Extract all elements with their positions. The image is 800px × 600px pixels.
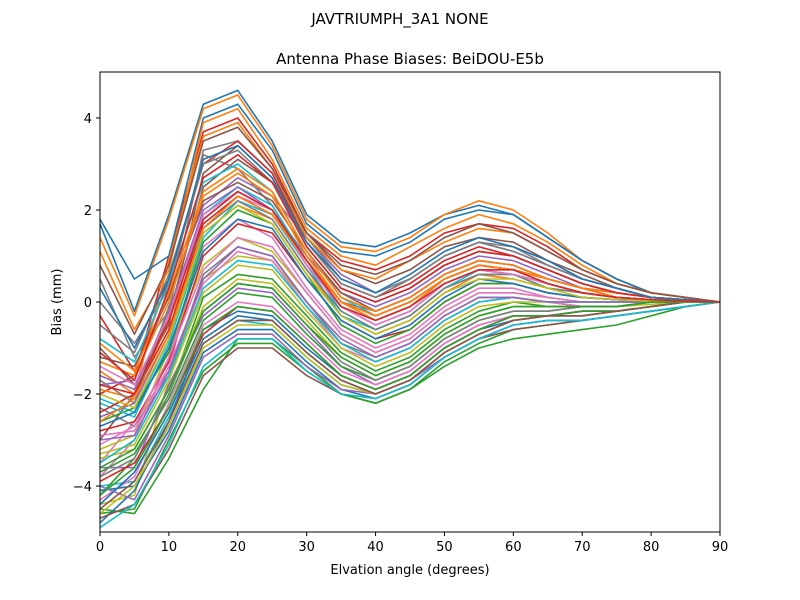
x-tick-label: 40: [367, 540, 384, 555]
series-line-63: [100, 282, 720, 469]
x-tick-label: 80: [643, 540, 660, 555]
series-line-54: [100, 154, 720, 382]
figure-suptitle: JAVTRIUMPH_3A1 NONE: [310, 10, 488, 29]
series-line-60: [100, 301, 720, 529]
x-tick-label: 20: [230, 540, 247, 555]
x-tick-label: 90: [712, 540, 729, 555]
y-tick-label: 4: [84, 112, 92, 127]
series-line-55: [100, 246, 720, 441]
series-line-61: [100, 144, 720, 349]
x-tick-label: 50: [436, 540, 453, 555]
x-axis: 0 10 20 30 40 50 60 70 80 90: [96, 532, 728, 555]
y-tick-label: −2: [73, 388, 92, 403]
x-axis-label: Elvation angle (degrees): [330, 563, 489, 578]
y-axis: −4 −2 0 2 4: [73, 112, 100, 495]
x-tick-label: 60: [505, 540, 522, 555]
series-line-64: [100, 190, 720, 395]
x-tick-label: 10: [161, 540, 178, 555]
series-layer: [100, 89, 720, 529]
chart-title: Antenna Phase Biases: BeiDOU-E5b: [276, 50, 544, 68]
y-tick-label: −4: [73, 480, 92, 495]
plot-area: [99, 71, 721, 533]
y-tick-label: 0: [84, 296, 92, 311]
y-axis-label: Bias (mm): [50, 269, 65, 336]
series-line-11: [100, 103, 720, 303]
x-tick-label: 70: [574, 540, 591, 555]
x-tick-label: 0: [96, 540, 104, 555]
series-line-59: [100, 204, 720, 409]
y-tick-label: 2: [84, 204, 92, 219]
x-tick-label: 30: [298, 540, 315, 555]
series-line-56: [100, 301, 720, 510]
series-line-46: [100, 126, 720, 336]
